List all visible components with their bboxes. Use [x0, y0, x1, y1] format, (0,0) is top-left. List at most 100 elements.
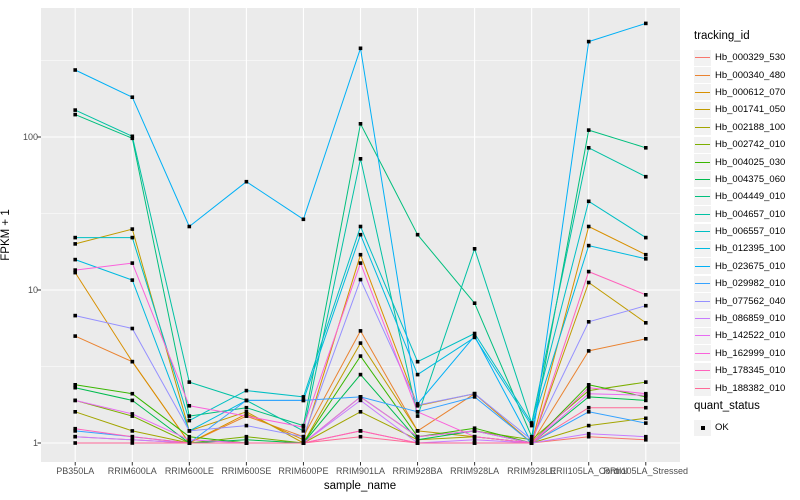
legend-entry-label: Hb_002742_010: [715, 139, 786, 151]
series-line-icon: [695, 300, 710, 302]
legend-entry-label: Hb_000329_530: [715, 52, 786, 64]
legend-entry: Hb_023675_010: [688, 258, 800, 275]
series-line-icon: [695, 387, 710, 389]
legend-entry-label: Hb_142522_010: [715, 330, 786, 342]
series-line-icon: [695, 335, 710, 337]
legend-entry: Hb_004449_010: [688, 188, 800, 205]
legend-entry-label: Hb_004657_010: [715, 208, 786, 220]
quant-status-legend: quant_status OK: [688, 400, 800, 436]
series-line-icon: [695, 283, 710, 285]
series-line-icon: [695, 213, 710, 215]
series-line-icon: [695, 352, 710, 354]
x-tick-label: RRIM600LE: [164, 466, 214, 476]
legend-key-swatch: [694, 293, 711, 310]
x-tick-label: RRIM928BA: [392, 466, 443, 476]
legend-entries: Hb_000329_530 Hb_000340_480 Hb_000612_070 H…: [688, 49, 800, 397]
legend-title: tracking_id: [694, 30, 750, 42]
legend-entry-label: Hb_006557_010: [715, 226, 786, 238]
legend-entry-label: Hb_012395_100: [715, 243, 786, 255]
series-line-icon: [695, 74, 710, 76]
legend-key-swatch: [694, 345, 711, 362]
y-tick-label: 1: [32, 438, 38, 448]
x-tick-label: RRIM928LA: [450, 466, 500, 476]
y-tick-label: 10: [27, 285, 38, 295]
legend-key-swatch: [694, 188, 711, 205]
series-line-icon: [695, 109, 710, 111]
legend-entry-label: Hb_000340_480: [715, 69, 786, 81]
legend-entry-label: Hb_188382_010: [715, 382, 786, 394]
series-line-icon: [695, 57, 710, 59]
legend-entry-label: Hb_029982_010: [715, 278, 786, 290]
legend-key-swatch: [694, 171, 711, 188]
x-tick-label: RRIM600LA: [107, 466, 157, 476]
legend-entry-label: Hb_162999_010: [715, 347, 786, 359]
tracking-id-legend: tracking_id Hb_000329_530 Hb_000340_480 Hb…: [688, 30, 800, 397]
series-line-icon: [695, 178, 710, 180]
legend-entry: Hb_000612_070: [688, 84, 800, 101]
legend-key-swatch: [694, 362, 711, 379]
legend-key-swatch: [694, 154, 711, 171]
x-tick-label: RRII105LA_Control: [549, 466, 628, 476]
series-line-icon: [695, 248, 710, 250]
x-tick-label: RRIM600SE: [221, 466, 272, 476]
legend-entry: Hb_000329_530: [688, 49, 800, 66]
ok-key-swatch: [694, 419, 711, 436]
legend-key-swatch: [694, 258, 711, 275]
legend-key-swatch: [694, 49, 711, 66]
legend-entry: Hb_006557_010: [688, 223, 800, 240]
x-tick-label: PB350LA: [56, 466, 95, 476]
legend-entry: Hb_188382_010: [688, 379, 800, 397]
legend-entry-label: Hb_004375_060: [715, 173, 786, 185]
legend-entry-ok: OK: [688, 419, 800, 436]
legend-entry: Hb_004375_060: [688, 171, 800, 188]
series-line-icon: [695, 370, 710, 372]
legend-entry-label: Hb_077562_040: [715, 295, 786, 307]
ok-label: OK: [715, 422, 729, 434]
legend-entry-label: Hb_004449_010: [715, 191, 786, 203]
legend-entry: Hb_002188_100: [688, 119, 800, 136]
series-line-icon: [695, 144, 710, 146]
legend-entry: Hb_178345_010: [688, 362, 800, 379]
series-line-icon: [695, 196, 710, 198]
legend-entry-label: Hb_004025_030: [715, 156, 786, 168]
legend-key-swatch: [694, 136, 711, 153]
legend-key-swatch: [694, 223, 711, 240]
legend-entry-label: Hb_178345_010: [715, 365, 786, 377]
y-tick-label: 100: [22, 132, 38, 142]
series-line-icon: [695, 161, 710, 163]
legend-entry: Hb_004025_030: [688, 153, 800, 171]
legend-key-swatch: [694, 310, 711, 327]
legend-key-swatch: [694, 119, 711, 136]
legend-entry: Hb_004657_010: [688, 206, 800, 223]
legend-entry: Hb_001741_050: [688, 101, 800, 118]
legend-key-swatch: [694, 84, 711, 101]
legend-key-swatch: [694, 240, 711, 257]
legend-entry-label: Hb_023675_010: [715, 260, 786, 272]
x-axis-title: sample_name: [323, 480, 397, 492]
legend-entry: Hb_000340_480: [688, 66, 800, 84]
series-line-icon: [695, 231, 710, 233]
legend-entry: Hb_002742_010: [688, 136, 800, 153]
y-axis-title: FPKM + 1: [0, 209, 12, 261]
legend-entry-label: Hb_002188_100: [715, 121, 786, 133]
legend-entry-label: Hb_086859_010: [715, 313, 786, 325]
x-tick-label: RRII105LA_Stressed: [603, 466, 689, 476]
legend-entry: Hb_012395_100: [688, 240, 800, 257]
legend-key-swatch: [694, 327, 711, 344]
series-line-icon: [695, 91, 710, 93]
legend-entry: Hb_029982_010: [688, 275, 800, 292]
black-square-point-icon: [700, 425, 705, 430]
legend-entry-label: Hb_000612_070: [715, 86, 786, 98]
legend-key-swatch: [694, 275, 711, 292]
legend-entry: Hb_077562_040: [688, 292, 800, 310]
x-tick-label: RRIM600PE: [278, 466, 329, 476]
x-tick-label: RRIM928LE: [507, 466, 557, 476]
legend-entry: Hb_086859_010: [688, 310, 800, 327]
legend-key-swatch: [694, 206, 711, 223]
x-tick-label: RRIM901LA: [335, 466, 386, 476]
legend-entry: Hb_162999_010: [688, 345, 800, 362]
legend-entry-label: Hb_001741_050: [715, 104, 786, 116]
legend-key-swatch: [694, 67, 711, 84]
